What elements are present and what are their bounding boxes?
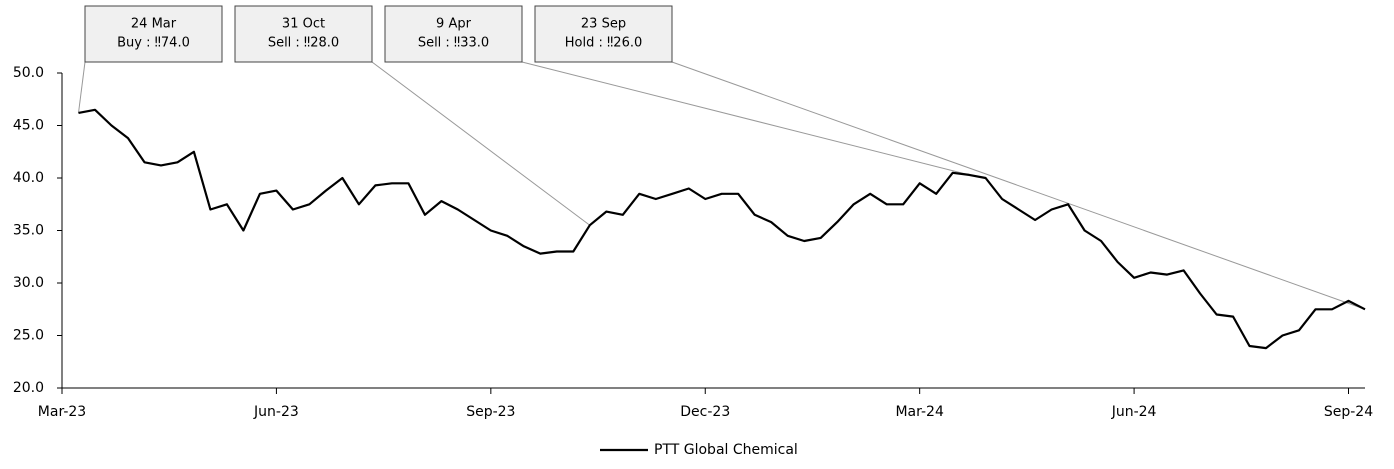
- annotation-leader: [671, 61, 1366, 310]
- annotation-date: 23 Sep: [581, 17, 626, 32]
- y-tick-label: 50.0: [13, 65, 44, 81]
- annotation-text: Hold : ‼26.0: [565, 36, 643, 51]
- y-tick-label: 30.0: [13, 275, 44, 291]
- x-tick-label: Jun-24: [1111, 404, 1157, 420]
- x-tick-label: Dec-23: [680, 404, 730, 420]
- y-tick-label: 25.0: [13, 328, 44, 344]
- y-tick-label: 35.0: [13, 223, 44, 239]
- annotation-text: Sell : ‼33.0: [418, 36, 489, 51]
- legend-label: PTT Global Chemical: [654, 442, 798, 458]
- annotation-box: [534, 5, 673, 63]
- annotation-box: [84, 5, 223, 63]
- annotation-text: Buy : ‼74.0: [117, 36, 190, 51]
- annotation-date: 9 Apr: [436, 17, 472, 32]
- x-tick-label: Sep-24: [1324, 404, 1373, 420]
- y-tick-label: 40.0: [13, 170, 44, 186]
- line-series: [78, 108, 1366, 350]
- annotation-leader: [521, 61, 970, 176]
- x-tick-label: Mar-23: [38, 404, 86, 420]
- x-tick-label: Mar-24: [895, 404, 943, 420]
- annotation-date: 24 Mar: [131, 17, 177, 32]
- annotation-box: [234, 5, 373, 63]
- y-tick-label: 45.0: [13, 118, 44, 134]
- x-tick-label: Jun-23: [253, 404, 299, 420]
- annotation-date: 31 Oct: [282, 17, 325, 32]
- annotation-box: [384, 5, 523, 63]
- x-tick-label: Sep-23: [466, 404, 515, 420]
- y-tick-label: 20.0: [13, 380, 44, 396]
- annotation-leader: [371, 61, 591, 226]
- annotation-text: Sell : ‼28.0: [268, 36, 339, 51]
- annotation-leader: [77, 61, 86, 113]
